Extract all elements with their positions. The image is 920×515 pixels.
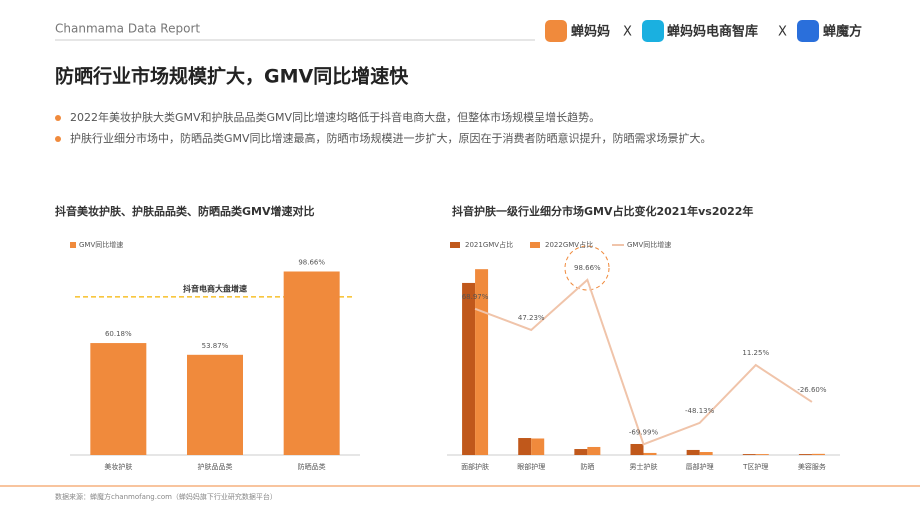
chart-title: 抖音美妆护肤、护肤品品类、防晒品类GMV增速对比 <box>55 204 315 218</box>
bar <box>587 446 601 455</box>
legend-label: 2021GMV占比 <box>465 240 513 249</box>
bar <box>699 452 713 455</box>
x-tick-label: 防晒品类 <box>298 462 326 471</box>
bar <box>643 452 657 455</box>
x-tick-label: 面部护肤 <box>461 462 489 471</box>
legend-label: GMV同比增速 <box>627 240 671 249</box>
value-label: -26.60% <box>797 386 827 394</box>
logo-icon <box>642 20 664 42</box>
bar <box>686 449 700 455</box>
bar <box>811 453 825 455</box>
bullet: 2022年美妆护肤大类GMV和护肤品品类GMV同比增速均略低于抖音电商大盘，但整… <box>70 110 600 124</box>
x-tick-label: 男士护肤 <box>630 462 658 471</box>
legend-swatch <box>70 242 76 248</box>
value-label: 98.66% <box>298 258 325 266</box>
logo-icon <box>797 20 819 42</box>
reference-label: 抖音电商大盘增速 <box>183 283 247 293</box>
logo-icon <box>545 20 567 42</box>
logo-x: X <box>623 25 632 40</box>
bar <box>518 438 532 455</box>
highlight-circle <box>564 245 610 291</box>
logo: 蝉魔方 <box>823 24 862 40</box>
bar <box>90 343 147 455</box>
bar <box>187 354 243 455</box>
x-tick-label: 美容服务 <box>798 462 826 471</box>
value-label: 47.23% <box>518 314 545 322</box>
value-label: 68.97% <box>462 293 489 301</box>
bar <box>531 438 545 455</box>
page-title: 防晒行业市场规模扩大，GMV同比增速快 <box>55 65 409 88</box>
bar <box>475 269 489 455</box>
bullet-dot <box>55 136 61 142</box>
bar <box>283 271 340 455</box>
bar <box>630 443 644 455</box>
source: 数据来源：蝉魔方chanmofang.com（蝉妈妈旗下行业研究数据平台） <box>55 492 277 501</box>
bar <box>574 449 588 455</box>
x-tick-label: T区护理 <box>742 462 768 471</box>
line <box>474 278 813 446</box>
bullet-dot <box>55 115 61 121</box>
x-tick-label: 防晒 <box>580 462 594 471</box>
value-label: -69.99% <box>629 428 659 436</box>
bar <box>462 282 476 455</box>
bar <box>798 454 812 455</box>
x-tick-label: 眼部护理 <box>517 462 545 471</box>
legend-label: GMV同比增速 <box>79 240 123 249</box>
legend-label: 2022GMV占比 <box>545 240 593 249</box>
x-tick-label: 美妆护肤 <box>104 462 132 471</box>
brand: Chanmama Data Report <box>55 22 200 36</box>
x-tick-label: 护肤品品类 <box>198 462 233 471</box>
bullet: 护肤行业细分市场中，防晒品类GMV同比增速最高，防晒市场规模进一步扩大，原因在于… <box>70 131 712 145</box>
value-label: 53.87% <box>202 342 229 350</box>
logo: 蝉妈妈 <box>571 24 610 40</box>
value-label: 60.18% <box>105 330 132 338</box>
logo: 蝉妈妈电商智库 <box>667 24 758 40</box>
logo-x: X <box>778 25 787 40</box>
value-label: -48.13% <box>685 407 715 415</box>
value-label: 98.66% <box>574 264 601 272</box>
chart-title: 抖音护肤一级行业细分市场GMV占比变化2021年vs2022年 <box>452 204 753 218</box>
legend-swatch <box>450 242 460 248</box>
x-tick-label: 唇部护理 <box>686 462 714 471</box>
bar <box>755 454 769 455</box>
legend-swatch <box>530 242 540 248</box>
value-label: 11.25% <box>742 349 769 357</box>
bar <box>742 454 756 455</box>
